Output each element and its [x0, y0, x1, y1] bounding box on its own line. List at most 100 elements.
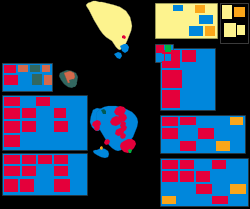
- Bar: [162, 117, 178, 126]
- Bar: [160, 115, 245, 153]
- Bar: [38, 166, 52, 177]
- Bar: [2, 95, 87, 150]
- Bar: [54, 166, 68, 176]
- Bar: [162, 90, 180, 108]
- Bar: [214, 184, 228, 194]
- Bar: [234, 7, 245, 17]
- Polygon shape: [64, 71, 75, 83]
- Bar: [162, 160, 178, 169]
- Polygon shape: [120, 133, 126, 139]
- Polygon shape: [100, 146, 103, 150]
- Bar: [165, 54, 171, 61]
- Bar: [54, 155, 68, 164]
- Polygon shape: [96, 106, 138, 151]
- Bar: [182, 90, 198, 108]
- Polygon shape: [114, 106, 126, 116]
- Bar: [212, 160, 226, 169]
- Bar: [180, 117, 196, 125]
- Bar: [180, 141, 196, 151]
- Bar: [38, 135, 54, 147]
- Bar: [44, 75, 52, 85]
- Bar: [156, 54, 164, 61]
- Bar: [240, 160, 246, 169]
- Bar: [72, 135, 85, 147]
- Bar: [205, 26, 215, 36]
- Polygon shape: [69, 79, 77, 87]
- Bar: [228, 171, 242, 182]
- Bar: [156, 45, 164, 53]
- Bar: [4, 166, 20, 176]
- Bar: [165, 45, 171, 52]
- Bar: [200, 86, 213, 108]
- Polygon shape: [90, 108, 107, 131]
- Polygon shape: [128, 149, 132, 153]
- Polygon shape: [59, 70, 78, 88]
- Bar: [196, 184, 212, 194]
- Bar: [171, 14, 185, 23]
- Bar: [36, 97, 50, 106]
- Bar: [216, 128, 228, 139]
- Bar: [198, 128, 214, 139]
- Bar: [187, 14, 197, 24]
- Bar: [66, 97, 84, 105]
- Polygon shape: [92, 120, 101, 128]
- Polygon shape: [118, 113, 127, 122]
- Polygon shape: [101, 109, 106, 114]
- Bar: [2, 63, 52, 91]
- Bar: [224, 23, 236, 37]
- Bar: [228, 160, 238, 169]
- Bar: [162, 184, 178, 194]
- Bar: [4, 65, 16, 73]
- Bar: [180, 184, 194, 194]
- Bar: [230, 117, 243, 125]
- Bar: [22, 108, 36, 118]
- Bar: [38, 121, 52, 133]
- Bar: [4, 121, 20, 133]
- Bar: [198, 141, 214, 151]
- Bar: [52, 97, 64, 105]
- Bar: [157, 5, 172, 13]
- Polygon shape: [122, 35, 126, 39]
- Bar: [22, 155, 36, 164]
- Bar: [70, 121, 85, 133]
- Bar: [22, 97, 34, 105]
- Bar: [160, 48, 215, 110]
- Bar: [2, 153, 87, 195]
- Polygon shape: [86, 1, 132, 50]
- Bar: [18, 65, 28, 72]
- Bar: [230, 128, 243, 139]
- Bar: [195, 5, 205, 13]
- Bar: [207, 6, 214, 12]
- Polygon shape: [110, 116, 122, 126]
- Bar: [54, 108, 66, 118]
- Bar: [4, 179, 18, 192]
- Bar: [160, 158, 248, 206]
- Bar: [199, 15, 213, 24]
- Bar: [237, 25, 245, 35]
- Bar: [220, 3, 248, 43]
- Bar: [196, 160, 210, 169]
- Polygon shape: [120, 125, 127, 132]
- Bar: [2, 63, 52, 91]
- Bar: [20, 75, 30, 85]
- Bar: [198, 64, 213, 84]
- Bar: [232, 141, 243, 151]
- Bar: [72, 179, 85, 192]
- Bar: [22, 121, 36, 132]
- Bar: [4, 97, 20, 106]
- Bar: [22, 166, 36, 176]
- Polygon shape: [126, 142, 134, 150]
- Polygon shape: [115, 128, 124, 136]
- Bar: [216, 117, 228, 125]
- Bar: [4, 108, 20, 119]
- Polygon shape: [120, 121, 126, 128]
- Bar: [173, 5, 183, 11]
- Bar: [222, 5, 232, 19]
- Bar: [180, 160, 194, 169]
- Bar: [184, 68, 196, 83]
- Bar: [70, 166, 85, 177]
- Bar: [185, 6, 193, 11]
- Bar: [70, 155, 85, 164]
- Polygon shape: [104, 139, 110, 145]
- Bar: [196, 171, 210, 182]
